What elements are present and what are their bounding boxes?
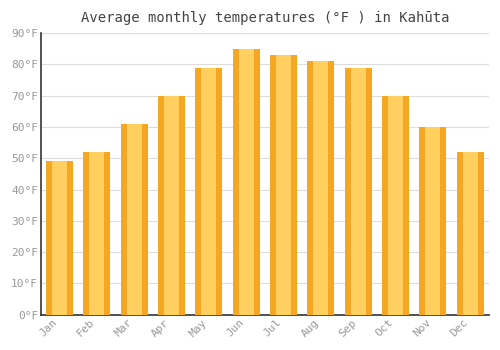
Bar [158, 96, 185, 315]
Bar [426, 127, 440, 315]
Bar [196, 68, 222, 315]
Bar [388, 96, 403, 315]
Bar [84, 152, 110, 315]
Bar [90, 152, 104, 315]
Bar [127, 124, 142, 315]
Bar [345, 68, 372, 315]
Bar [276, 55, 291, 315]
Bar [202, 68, 216, 315]
Bar [46, 161, 73, 315]
Bar [239, 49, 254, 315]
Title: Average monthly temperatures (°F ) in Kahūta: Average monthly temperatures (°F ) in Ka… [80, 11, 449, 25]
Bar [382, 96, 409, 315]
Bar [52, 161, 67, 315]
Bar [314, 61, 328, 315]
Bar [463, 152, 477, 315]
Bar [233, 49, 260, 315]
Bar [121, 124, 148, 315]
Bar [420, 127, 446, 315]
Bar [308, 61, 334, 315]
Bar [457, 152, 483, 315]
Bar [270, 55, 297, 315]
Bar [164, 96, 179, 315]
Bar [351, 68, 366, 315]
